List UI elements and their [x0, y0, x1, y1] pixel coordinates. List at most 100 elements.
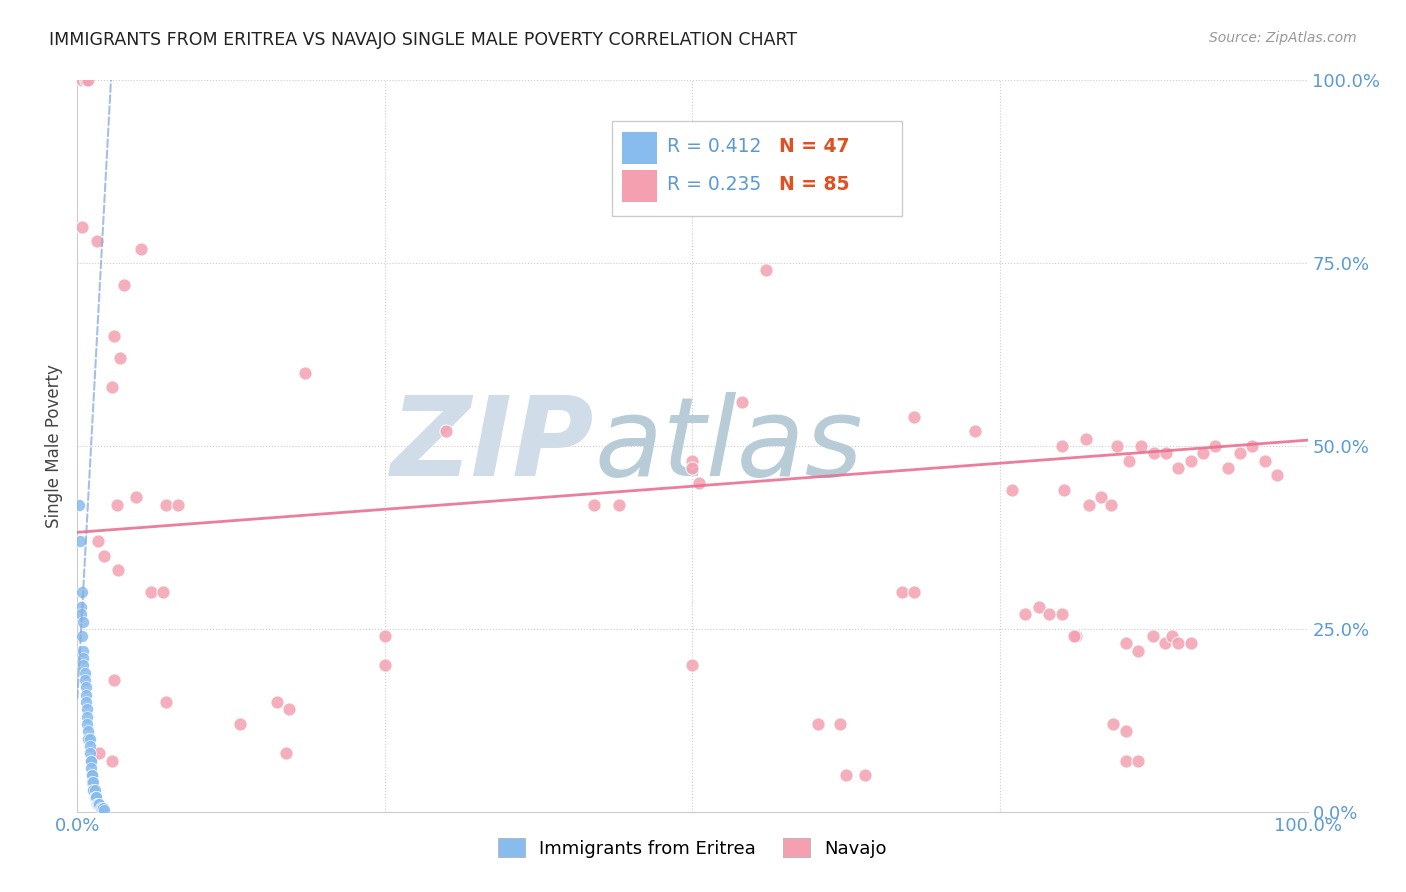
Point	[1102, 717, 1125, 731]
Point	[436, 425, 458, 439]
Point	[75, 695, 97, 709]
Point	[70, 73, 93, 87]
Point	[688, 475, 710, 490]
FancyBboxPatch shape	[623, 132, 657, 164]
Point	[1099, 498, 1122, 512]
Point	[84, 790, 107, 805]
Point	[69, 534, 91, 549]
Point	[1126, 754, 1149, 768]
Point	[607, 498, 630, 512]
Point	[72, 644, 94, 658]
Point	[73, 673, 96, 687]
Point	[1161, 629, 1184, 643]
Point	[890, 585, 912, 599]
FancyBboxPatch shape	[623, 170, 657, 202]
Point	[87, 797, 110, 812]
Point	[1130, 439, 1153, 453]
Point	[167, 498, 190, 512]
Point	[682, 453, 704, 467]
Point	[1115, 754, 1137, 768]
Point	[1180, 453, 1202, 467]
FancyBboxPatch shape	[613, 120, 901, 216]
Point	[80, 754, 103, 768]
Point	[1038, 607, 1060, 622]
Point	[82, 782, 104, 797]
Point	[82, 782, 104, 797]
Point	[1126, 644, 1149, 658]
Point	[1143, 446, 1166, 460]
Point	[294, 366, 316, 380]
Text: R = 0.235: R = 0.235	[666, 176, 761, 194]
Point	[101, 754, 124, 768]
Point	[75, 681, 97, 695]
Point	[87, 797, 110, 812]
Point	[1077, 498, 1099, 512]
Point	[93, 549, 115, 563]
Point	[86, 234, 108, 248]
Point	[82, 775, 104, 789]
Point	[1180, 636, 1202, 650]
Point	[84, 790, 107, 805]
Point	[79, 746, 101, 760]
Point	[853, 768, 876, 782]
Point	[830, 183, 852, 197]
Point	[835, 768, 858, 782]
Point	[903, 585, 925, 599]
Point	[77, 724, 100, 739]
Text: N = 47: N = 47	[779, 136, 849, 155]
Point	[1253, 453, 1275, 467]
Point	[101, 380, 124, 394]
Point	[1076, 432, 1098, 446]
Point	[1265, 468, 1288, 483]
Point	[80, 754, 103, 768]
Point	[87, 797, 110, 812]
Text: ZIP: ZIP	[391, 392, 595, 500]
Point	[266, 695, 288, 709]
Point	[76, 717, 98, 731]
Point	[73, 665, 96, 680]
Point	[79, 731, 101, 746]
Point	[141, 585, 163, 599]
Point	[755, 263, 778, 277]
Point	[67, 498, 90, 512]
Point	[84, 790, 107, 805]
Text: IMMIGRANTS FROM ERITREA VS NAVAJO SINGLE MALE POVERTY CORRELATION CHART: IMMIGRANTS FROM ERITREA VS NAVAJO SINGLE…	[49, 31, 797, 49]
Point	[70, 607, 93, 622]
Point	[83, 782, 105, 797]
Point	[1167, 461, 1189, 475]
Point	[1241, 439, 1264, 453]
Text: N = 85: N = 85	[779, 176, 849, 194]
Point	[76, 702, 98, 716]
Point	[1115, 636, 1137, 650]
Point	[72, 615, 94, 629]
Point	[1063, 629, 1085, 643]
Point	[80, 761, 103, 775]
Point	[1204, 439, 1226, 453]
Point	[731, 395, 754, 409]
Point	[1066, 629, 1088, 643]
Point	[1014, 607, 1036, 622]
Text: atlas: atlas	[595, 392, 863, 500]
Point	[110, 351, 132, 366]
Point	[228, 717, 252, 731]
Point	[682, 658, 704, 673]
Point	[1053, 483, 1076, 497]
Point	[1115, 724, 1137, 739]
Point	[1050, 439, 1073, 453]
Point	[91, 801, 114, 815]
Text: Source: ZipAtlas.com: Source: ZipAtlas.com	[1209, 31, 1357, 45]
Point	[83, 790, 105, 805]
Point	[70, 599, 93, 614]
Point	[70, 629, 93, 643]
Point	[90, 801, 114, 815]
Point	[903, 409, 925, 424]
Point	[105, 498, 128, 512]
Point	[276, 746, 298, 760]
Point	[1028, 599, 1050, 614]
Point	[82, 768, 104, 782]
Y-axis label: Single Male Poverty: Single Male Poverty	[45, 364, 63, 528]
Point	[90, 801, 112, 815]
Point	[72, 658, 94, 673]
Point	[1154, 446, 1177, 460]
Point	[152, 585, 174, 599]
